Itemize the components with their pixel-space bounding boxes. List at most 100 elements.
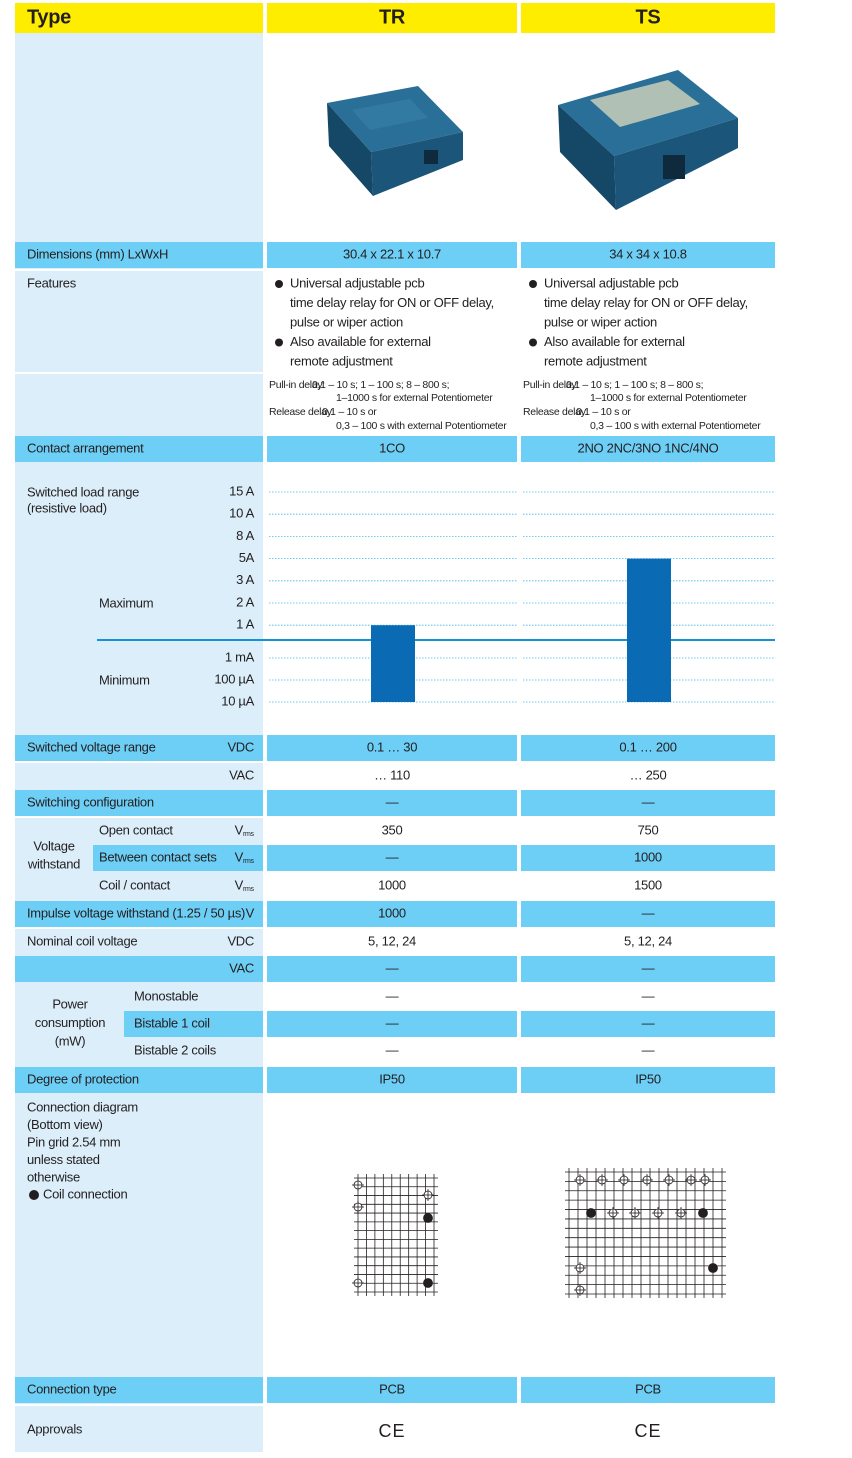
feature-text: remote adjustment bbox=[544, 353, 647, 368]
delay-text: 0,3 – 100 s with external Potentiometer bbox=[590, 420, 761, 432]
unit-sub: rms bbox=[243, 858, 255, 865]
y-tick-label: 10 µA bbox=[221, 693, 254, 708]
unit: VDC bbox=[227, 933, 254, 948]
series-label: Maximum bbox=[99, 595, 153, 610]
bar bbox=[371, 625, 415, 702]
row-band bbox=[267, 956, 517, 982]
y-tick-label: 1 A bbox=[236, 617, 255, 632]
row-value: 0.1 … 200 bbox=[619, 739, 676, 754]
row-label: Open contact bbox=[99, 822, 173, 837]
header-band bbox=[15, 3, 263, 33]
y-tick-label: 2 A bbox=[236, 594, 255, 609]
approval-mark: CE bbox=[378, 1421, 405, 1441]
delay-text: 0,1 – 10 s; 1 – 100 s; 8 – 800 s; bbox=[566, 379, 703, 391]
row-value: — bbox=[642, 960, 655, 975]
feature-text: remote adjustment bbox=[290, 353, 393, 368]
delay-text: 0,1 – 10 s or bbox=[322, 406, 377, 418]
bullet bbox=[275, 280, 283, 288]
row-value: … 250 bbox=[630, 767, 667, 782]
row-value: 1000 bbox=[378, 877, 406, 892]
row-value: — bbox=[386, 1015, 399, 1030]
row-label: Contact arrangement bbox=[27, 440, 144, 455]
delay-label: Release delay: bbox=[523, 406, 588, 418]
chart-title: Switched load range bbox=[27, 484, 139, 499]
label-column bbox=[15, 3, 263, 1452]
row-band bbox=[15, 790, 263, 816]
row-label: Degree of protection bbox=[27, 1071, 139, 1086]
row-value: — bbox=[642, 988, 655, 1003]
row-band bbox=[521, 1377, 775, 1403]
bullet bbox=[529, 280, 537, 288]
row-label: Bistable 1 coil bbox=[134, 1015, 210, 1030]
row-band bbox=[521, 901, 775, 927]
row-value: 1000 bbox=[634, 849, 662, 864]
unit: V bbox=[235, 822, 244, 837]
row-band bbox=[521, 436, 775, 462]
row-band bbox=[124, 1011, 263, 1037]
row-value: 1500 bbox=[634, 877, 662, 892]
y-tick-label: 5A bbox=[239, 550, 255, 565]
row-label: Switching configuration bbox=[27, 794, 154, 809]
y-tick-label: 8 A bbox=[236, 528, 255, 543]
coil-pin bbox=[423, 1278, 433, 1288]
feature-text: Universal adjustable pcb bbox=[544, 275, 679, 290]
row-value: 30.4 x 22.1 x 10.7 bbox=[343, 246, 441, 261]
row-label: Approvals bbox=[27, 1421, 83, 1436]
row-band bbox=[267, 436, 517, 462]
row-label: Bistable 2 coils bbox=[134, 1042, 217, 1057]
delay-label: Release delay: bbox=[269, 406, 334, 418]
row-value: 2NO 2NC/3NO 1NC/4NO bbox=[578, 440, 719, 455]
coil-pin bbox=[586, 1208, 596, 1218]
chart-subtitle: (resistive load) bbox=[27, 500, 107, 515]
row-band bbox=[267, 1377, 517, 1403]
row-band bbox=[521, 735, 775, 761]
row-band bbox=[521, 1067, 775, 1093]
row-band bbox=[521, 845, 775, 871]
delay-text: 0,1 – 10 s or bbox=[576, 406, 631, 418]
row-value: 5, 12, 24 bbox=[368, 933, 416, 948]
row-band bbox=[15, 735, 263, 761]
delay-text: 1–1000 s for external Potentiometer bbox=[336, 392, 493, 404]
row-value: IP50 bbox=[379, 1071, 405, 1086]
feature-text: Also available for external bbox=[544, 334, 685, 349]
unit-sub: rms bbox=[243, 831, 255, 838]
row-band bbox=[15, 901, 263, 927]
row-label: Monostable bbox=[134, 988, 198, 1003]
header-label: Type bbox=[27, 6, 71, 28]
row-label: Nominal coil voltage bbox=[27, 933, 137, 948]
row-label: Between contact sets bbox=[99, 849, 217, 864]
row-value: 34 x 34 x 10.8 bbox=[609, 246, 687, 261]
row-label: Features bbox=[27, 275, 77, 290]
row-label: Coil / contact bbox=[99, 877, 171, 892]
delay-label: Pull-in delay: bbox=[523, 379, 579, 391]
feature-text: Also available for external bbox=[290, 334, 431, 349]
coil-pin bbox=[698, 1208, 708, 1218]
row-value: — bbox=[642, 1042, 655, 1057]
row-band bbox=[521, 242, 775, 268]
row-value: 0.1 … 30 bbox=[367, 739, 417, 754]
group-label: Voltage bbox=[33, 838, 74, 853]
row-label: Dimensions (mm) LxWxH bbox=[27, 246, 168, 261]
row-band bbox=[521, 790, 775, 816]
feature-text: pulse or wiper action bbox=[544, 314, 657, 329]
delay-text: 0,1 – 10 s; 1 – 100 s; 8 – 800 s; bbox=[312, 379, 449, 391]
row-value: 750 bbox=[638, 822, 659, 837]
feature-text: Universal adjustable pcb bbox=[290, 275, 425, 290]
row-value: 350 bbox=[382, 822, 403, 837]
unit-sub: rms bbox=[243, 886, 255, 893]
y-tick-label: 10 A bbox=[229, 506, 254, 521]
row-band bbox=[15, 1377, 263, 1403]
row-value: 1000 bbox=[378, 905, 406, 920]
header-band bbox=[267, 3, 517, 33]
bullet bbox=[529, 338, 537, 347]
diagram-note: (Bottom view) bbox=[27, 1117, 103, 1132]
unit: VDC bbox=[227, 739, 254, 754]
feature-text: pulse or wiper action bbox=[290, 314, 403, 329]
diagram-note: Pin grid 2.54 mm bbox=[27, 1134, 120, 1149]
delay-text: 0,3 – 100 s with external Potentiometer bbox=[336, 420, 507, 432]
row-value: — bbox=[642, 794, 655, 809]
product-name: TR bbox=[379, 6, 406, 28]
coil-pin bbox=[423, 1213, 433, 1223]
feature-text: time delay relay for ON or OFF delay, bbox=[290, 295, 494, 310]
row-band bbox=[521, 1011, 775, 1037]
